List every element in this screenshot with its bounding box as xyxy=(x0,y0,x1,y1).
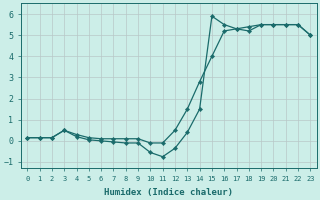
X-axis label: Humidex (Indice chaleur): Humidex (Indice chaleur) xyxy=(104,188,233,197)
